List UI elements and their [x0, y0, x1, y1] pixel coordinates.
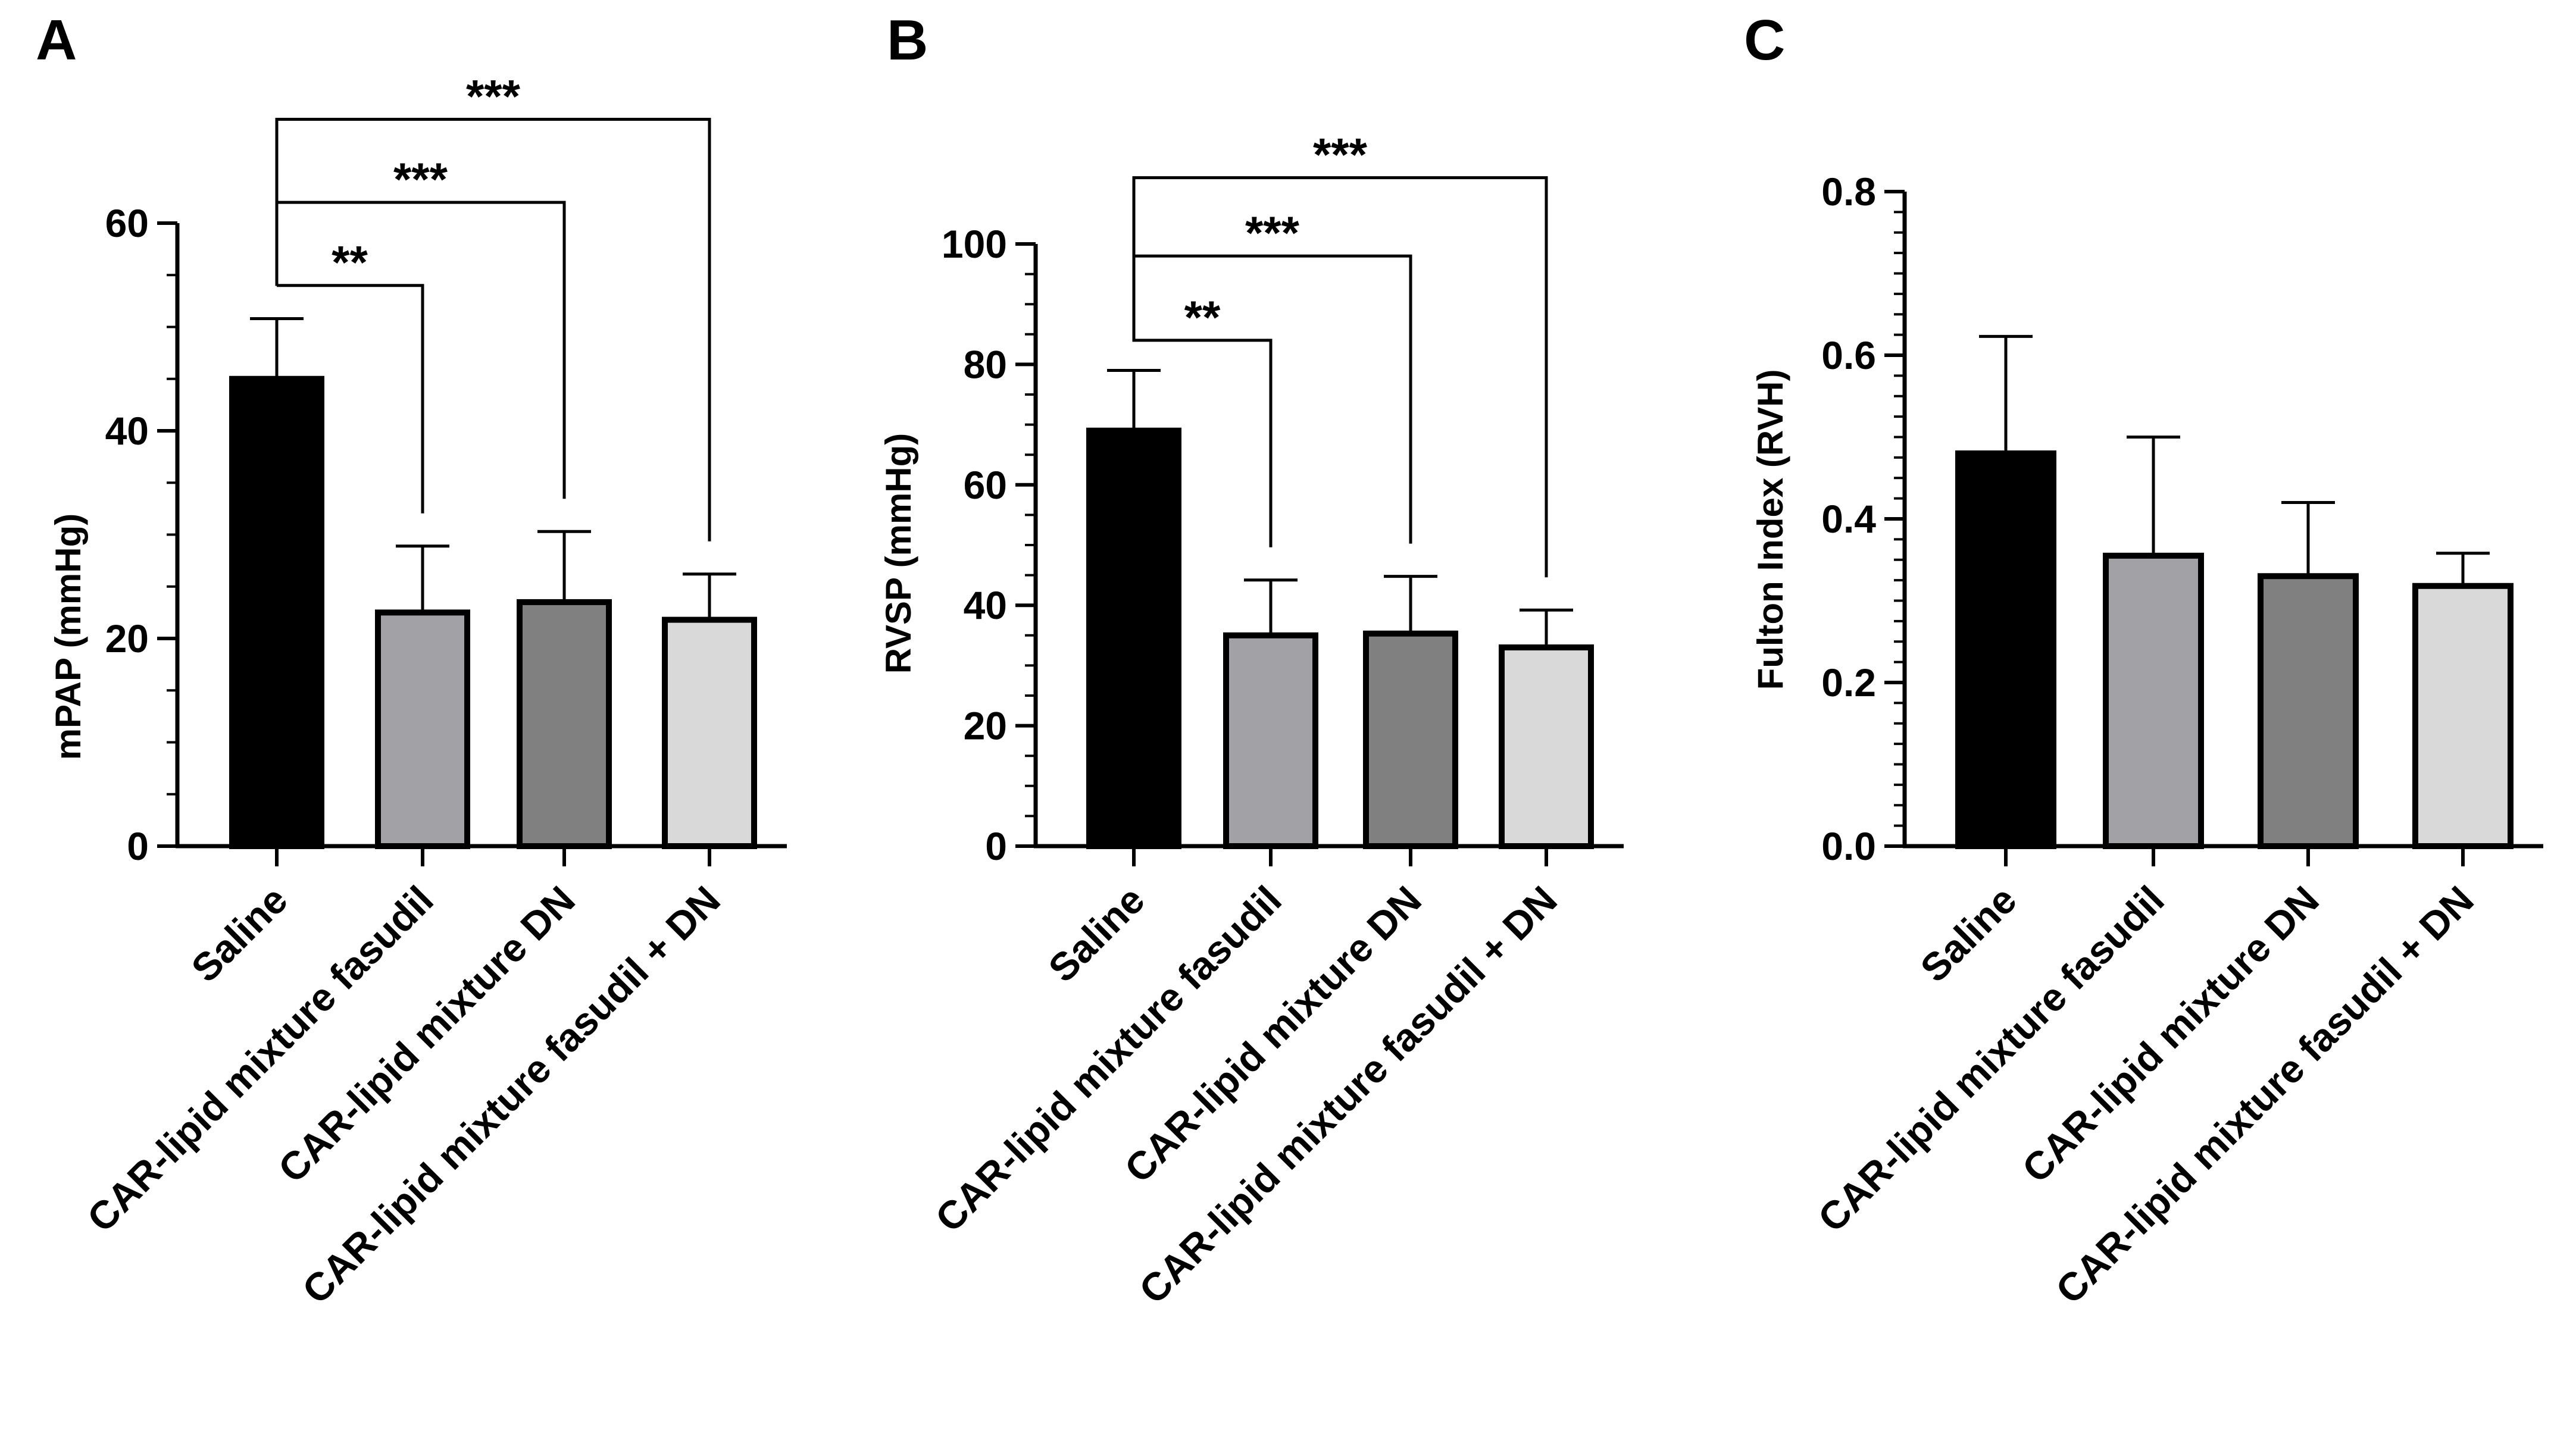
significance-label: *** [1313, 129, 1368, 181]
panel-c: C Fulton Index (RVH) 0.0 0.2 0.4 0.6 0.8 Sali… [1744, 8, 2543, 1312]
significance-bracket [275, 118, 711, 541]
significance-bracket [1132, 176, 1548, 578]
panel-letter-c: C [1744, 8, 1785, 72]
bar [2258, 573, 2359, 849]
significance-label: *** [466, 70, 521, 123]
bar [1499, 644, 1594, 850]
y-tick-label: 40 [105, 409, 149, 453]
bar [1955, 450, 2056, 849]
bar [2103, 552, 2204, 849]
category-label: CAR-lipid mixture DN [270, 878, 583, 1191]
y-axis-title-a: mPAP (mmHg) [48, 514, 88, 760]
y-tick-label: 40 [964, 583, 1007, 627]
bar [1086, 427, 1181, 849]
bar [2412, 583, 2514, 849]
bar [375, 609, 470, 849]
y-tick-label: 0 [127, 824, 149, 868]
y-tick-label: 20 [964, 704, 1007, 748]
bar [1363, 630, 1458, 850]
significance-label: *** [1245, 206, 1300, 259]
significance-label: ** [1184, 291, 1221, 343]
significance-label: ** [332, 236, 368, 289]
bar [517, 599, 612, 849]
bar [1223, 632, 1318, 850]
category-label: Saline [1040, 878, 1153, 991]
significance-bracket [1132, 337, 1273, 547]
y-axis-title-c: Fulton Index (RVH) [1750, 370, 1790, 690]
category-label: Saline [1912, 878, 2025, 991]
y-tick-label: 0.6 [1821, 333, 1876, 377]
bar [229, 375, 324, 849]
panel-letter-a: A [36, 8, 77, 72]
significance-label: *** [393, 153, 448, 205]
y-tick-label: 0.0 [1821, 824, 1876, 868]
y-tick-label: 0.4 [1821, 497, 1876, 541]
y-tick-label: 0 [985, 824, 1007, 868]
bar [662, 616, 757, 849]
y-tick-label: 100 [942, 222, 1007, 266]
panel-letter-b: B [887, 8, 928, 72]
y-tick-label: 80 [964, 342, 1007, 386]
y-tick-label: 60 [964, 463, 1007, 507]
y-tick-label: 60 [105, 201, 149, 245]
y-tick-label: 0.8 [1821, 170, 1876, 214]
panel-b: B RVSP (mmHg) 020406080100SalineCAR-lipi… [879, 8, 1624, 1312]
category-label: CAR-lipid mixture DN [2014, 878, 2327, 1191]
y-axis-title-b: RVSP (mmHg) [879, 433, 918, 674]
y-tick-label: 20 [105, 616, 149, 660]
y-tick-label: 0.2 [1821, 660, 1876, 705]
category-label: Saline [183, 878, 296, 991]
